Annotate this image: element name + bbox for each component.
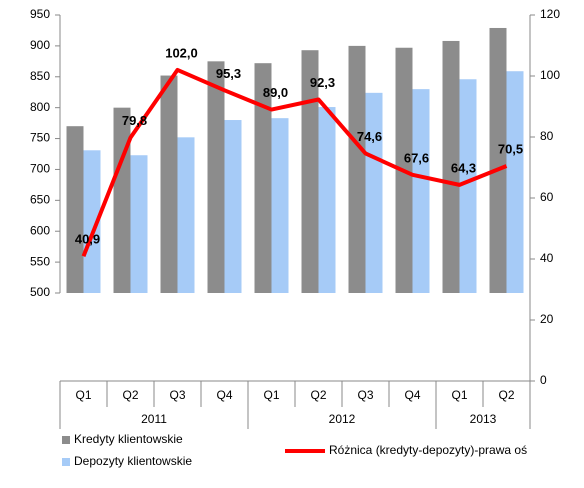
group-label: 2012	[329, 412, 356, 426]
data-label: 102,0	[165, 45, 198, 60]
line	[81, 67, 508, 257]
bar	[66, 126, 84, 293]
legend-swatch	[62, 458, 70, 466]
y-tick-label: 800	[30, 100, 50, 114]
x-tick-label: Q3	[169, 388, 185, 402]
x-tick-label: Q4	[404, 388, 420, 402]
legend-swatch	[62, 436, 70, 444]
data-label: 95,3	[216, 66, 241, 81]
y2-tick-label: 60	[540, 190, 554, 204]
legend-label: Różnica (kredyty-depozyty)-prawa oś	[329, 443, 527, 457]
data-label: 64,3	[451, 160, 476, 175]
y2-tick-label: 80	[540, 129, 554, 143]
y-tick-label: 750	[30, 131, 50, 145]
data-label: 40,9	[75, 232, 100, 247]
bar	[506, 71, 524, 294]
bar	[83, 150, 101, 293]
x-tick-label: Q4	[216, 388, 232, 402]
bar	[130, 155, 148, 293]
x-tick-label: Q2	[122, 388, 138, 402]
data-label: 92,3	[310, 75, 335, 90]
y-tick-label: 550	[30, 254, 50, 268]
group-label: 2013	[470, 412, 497, 426]
y-tick-label: 500	[30, 285, 50, 299]
y2-tick-label: 20	[540, 312, 554, 326]
bar	[318, 107, 336, 293]
bar	[348, 45, 366, 294]
y2-tick-label: 100	[540, 68, 560, 82]
bar	[365, 92, 383, 293]
y2-tick-label: 40	[540, 251, 554, 265]
x-tick-label: Q2	[310, 388, 326, 402]
y-tick-label: 900	[30, 38, 50, 52]
legend-label: Kredyty klientowskie	[74, 432, 183, 446]
group-label: 2011	[141, 412, 167, 426]
bar	[271, 118, 289, 294]
data-label: 70,5	[498, 141, 523, 156]
data-label: 67,6	[404, 150, 429, 165]
y-tick-label: 600	[30, 223, 50, 237]
bar	[113, 107, 131, 294]
data-label: 79,8	[122, 113, 147, 128]
bar	[489, 27, 507, 294]
bar	[412, 89, 430, 293]
bar	[442, 40, 460, 293]
x-tick-label: Q1	[75, 388, 91, 402]
y2-tick-label: 0	[540, 373, 547, 387]
bar	[301, 50, 319, 293]
data-label: 89,0	[263, 85, 288, 100]
data-label: 74,6	[357, 129, 382, 144]
bar	[160, 75, 178, 293]
y-tick-label: 650	[30, 193, 50, 207]
y-tick-label: 950	[30, 7, 50, 21]
bar	[224, 120, 242, 294]
x-tick-label: Q1	[263, 388, 279, 402]
x-tick-label: Q1	[451, 388, 467, 402]
y-tick-label: 850	[30, 69, 50, 83]
legend-label: Depozyty klientowskie	[74, 454, 192, 468]
y2-tick-label: 120	[540, 7, 560, 21]
y-tick-label: 700	[30, 162, 50, 176]
x-tick-label: Q3	[357, 388, 373, 402]
bar	[177, 137, 195, 293]
x-tick-label: Q2	[498, 388, 514, 402]
bar	[254, 63, 272, 293]
bar	[207, 61, 225, 294]
bar	[459, 79, 477, 293]
